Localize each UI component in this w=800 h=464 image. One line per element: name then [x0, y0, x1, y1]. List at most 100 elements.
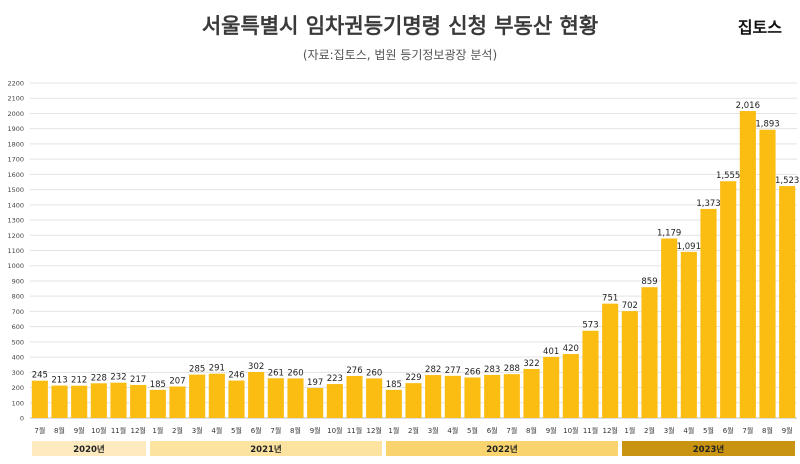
data-label: 185 — [150, 380, 166, 390]
bar — [759, 129, 776, 418]
y-tick-label: 1200 — [7, 232, 24, 240]
data-label: 246 — [228, 371, 244, 381]
bar — [739, 111, 756, 418]
x-tick-label: 3월 — [664, 426, 675, 435]
x-tick-label: 11월 — [347, 426, 362, 435]
data-label: 291 — [209, 364, 225, 374]
x-tick-label: 5월 — [467, 426, 478, 435]
year-label: 2022년 — [486, 444, 518, 455]
x-tick-label: 3월 — [192, 426, 203, 435]
bar — [228, 380, 245, 418]
x-tick-label: 4월 — [211, 426, 222, 435]
bar — [189, 374, 206, 418]
data-label: 229 — [405, 373, 421, 383]
y-tick-label: 400 — [12, 354, 24, 362]
y-tick-label: 1800 — [7, 140, 24, 148]
y-tick-label: 2200 — [7, 80, 24, 88]
bar — [267, 378, 284, 418]
bar — [248, 372, 265, 418]
data-label: 185 — [386, 380, 402, 390]
data-label: 2,016 — [736, 101, 760, 111]
data-label: 213 — [51, 376, 67, 386]
bar — [484, 374, 501, 418]
y-tick-label: 100 — [12, 399, 24, 407]
x-tick-label: 1월 — [152, 426, 163, 435]
data-label: 276 — [346, 366, 362, 376]
y-tick-label: 1900 — [7, 125, 24, 133]
y-tick-label: 1700 — [7, 156, 24, 164]
bar — [523, 368, 540, 418]
x-tick-label: 6월 — [251, 426, 262, 435]
x-tick-label: 7월 — [270, 426, 281, 435]
bar — [326, 384, 343, 418]
x-tick-label: 3월 — [428, 426, 439, 435]
data-label: 266 — [464, 367, 480, 377]
year-band — [32, 441, 146, 456]
data-label: 260 — [366, 368, 382, 378]
bar — [287, 378, 304, 418]
data-label: 1,179 — [657, 228, 681, 238]
y-tick-label: 1400 — [7, 201, 24, 209]
x-tick-label: 10월 — [327, 426, 342, 435]
x-tick-label: 11월 — [111, 426, 126, 435]
x-tick-label: 2월 — [408, 426, 419, 435]
data-label: 288 — [504, 364, 520, 374]
data-label: 1,523 — [775, 176, 799, 186]
y-tick-label: 300 — [12, 369, 24, 377]
data-label: 207 — [169, 376, 185, 386]
bar — [543, 356, 560, 418]
y-tick-label: 1100 — [7, 247, 24, 255]
bar — [562, 354, 579, 418]
x-tick-label: 9월 — [310, 426, 321, 435]
data-label: 302 — [248, 362, 264, 372]
data-label: 212 — [71, 376, 87, 386]
x-tick-label: 2월 — [172, 426, 183, 435]
bar — [444, 375, 461, 418]
y-tick-label: 0 — [20, 415, 24, 423]
x-tick-label: 12월 — [366, 426, 381, 435]
x-tick-label: 9월 — [546, 426, 557, 435]
x-tick-label: 11월 — [583, 426, 598, 435]
x-tick-label: 12월 — [130, 426, 145, 435]
data-label: 1,373 — [696, 199, 720, 209]
bar — [582, 330, 599, 418]
year-label: 2021년 — [250, 444, 282, 455]
x-tick-label: 2월 — [644, 426, 655, 435]
x-tick-label: 9월 — [74, 426, 85, 435]
bar — [425, 375, 442, 418]
bar — [602, 303, 619, 418]
data-label: 420 — [563, 344, 579, 354]
x-tick-label: 5월 — [231, 426, 242, 435]
bar — [641, 287, 658, 418]
chart-title: 서울특별시 임차권등기명령 신청 부동산 현황 — [201, 14, 599, 38]
x-tick-label: 10월 — [563, 426, 578, 435]
data-label: 1,091 — [677, 242, 701, 252]
y-tick-label: 2000 — [7, 110, 24, 118]
data-label: 1,893 — [755, 120, 779, 130]
data-label: 573 — [582, 321, 598, 331]
data-label: 859 — [641, 277, 657, 287]
x-tick-label: 6월 — [723, 426, 734, 435]
bar — [661, 238, 678, 418]
x-tick-label: 6월 — [487, 426, 498, 435]
bar — [31, 380, 48, 418]
y-tick-label: 2100 — [7, 95, 24, 103]
y-tick-label: 700 — [12, 308, 24, 316]
bar — [307, 388, 324, 418]
y-tick-label: 500 — [12, 338, 24, 346]
y-tick-label: 1500 — [7, 186, 24, 194]
bar — [90, 383, 107, 418]
x-tick-label: 7월 — [742, 426, 753, 435]
x-tick-label: 4월 — [683, 426, 694, 435]
bar — [680, 251, 697, 418]
year-label: 2023년 — [693, 444, 725, 455]
x-tick-label: 7월 — [34, 426, 45, 435]
y-tick-label: 200 — [12, 384, 24, 392]
bar — [51, 385, 68, 418]
bar — [169, 386, 186, 418]
data-label: 232 — [110, 373, 126, 383]
year-label: 2020년 — [73, 444, 105, 455]
bar — [503, 374, 520, 418]
y-tick-label: 800 — [12, 293, 24, 301]
